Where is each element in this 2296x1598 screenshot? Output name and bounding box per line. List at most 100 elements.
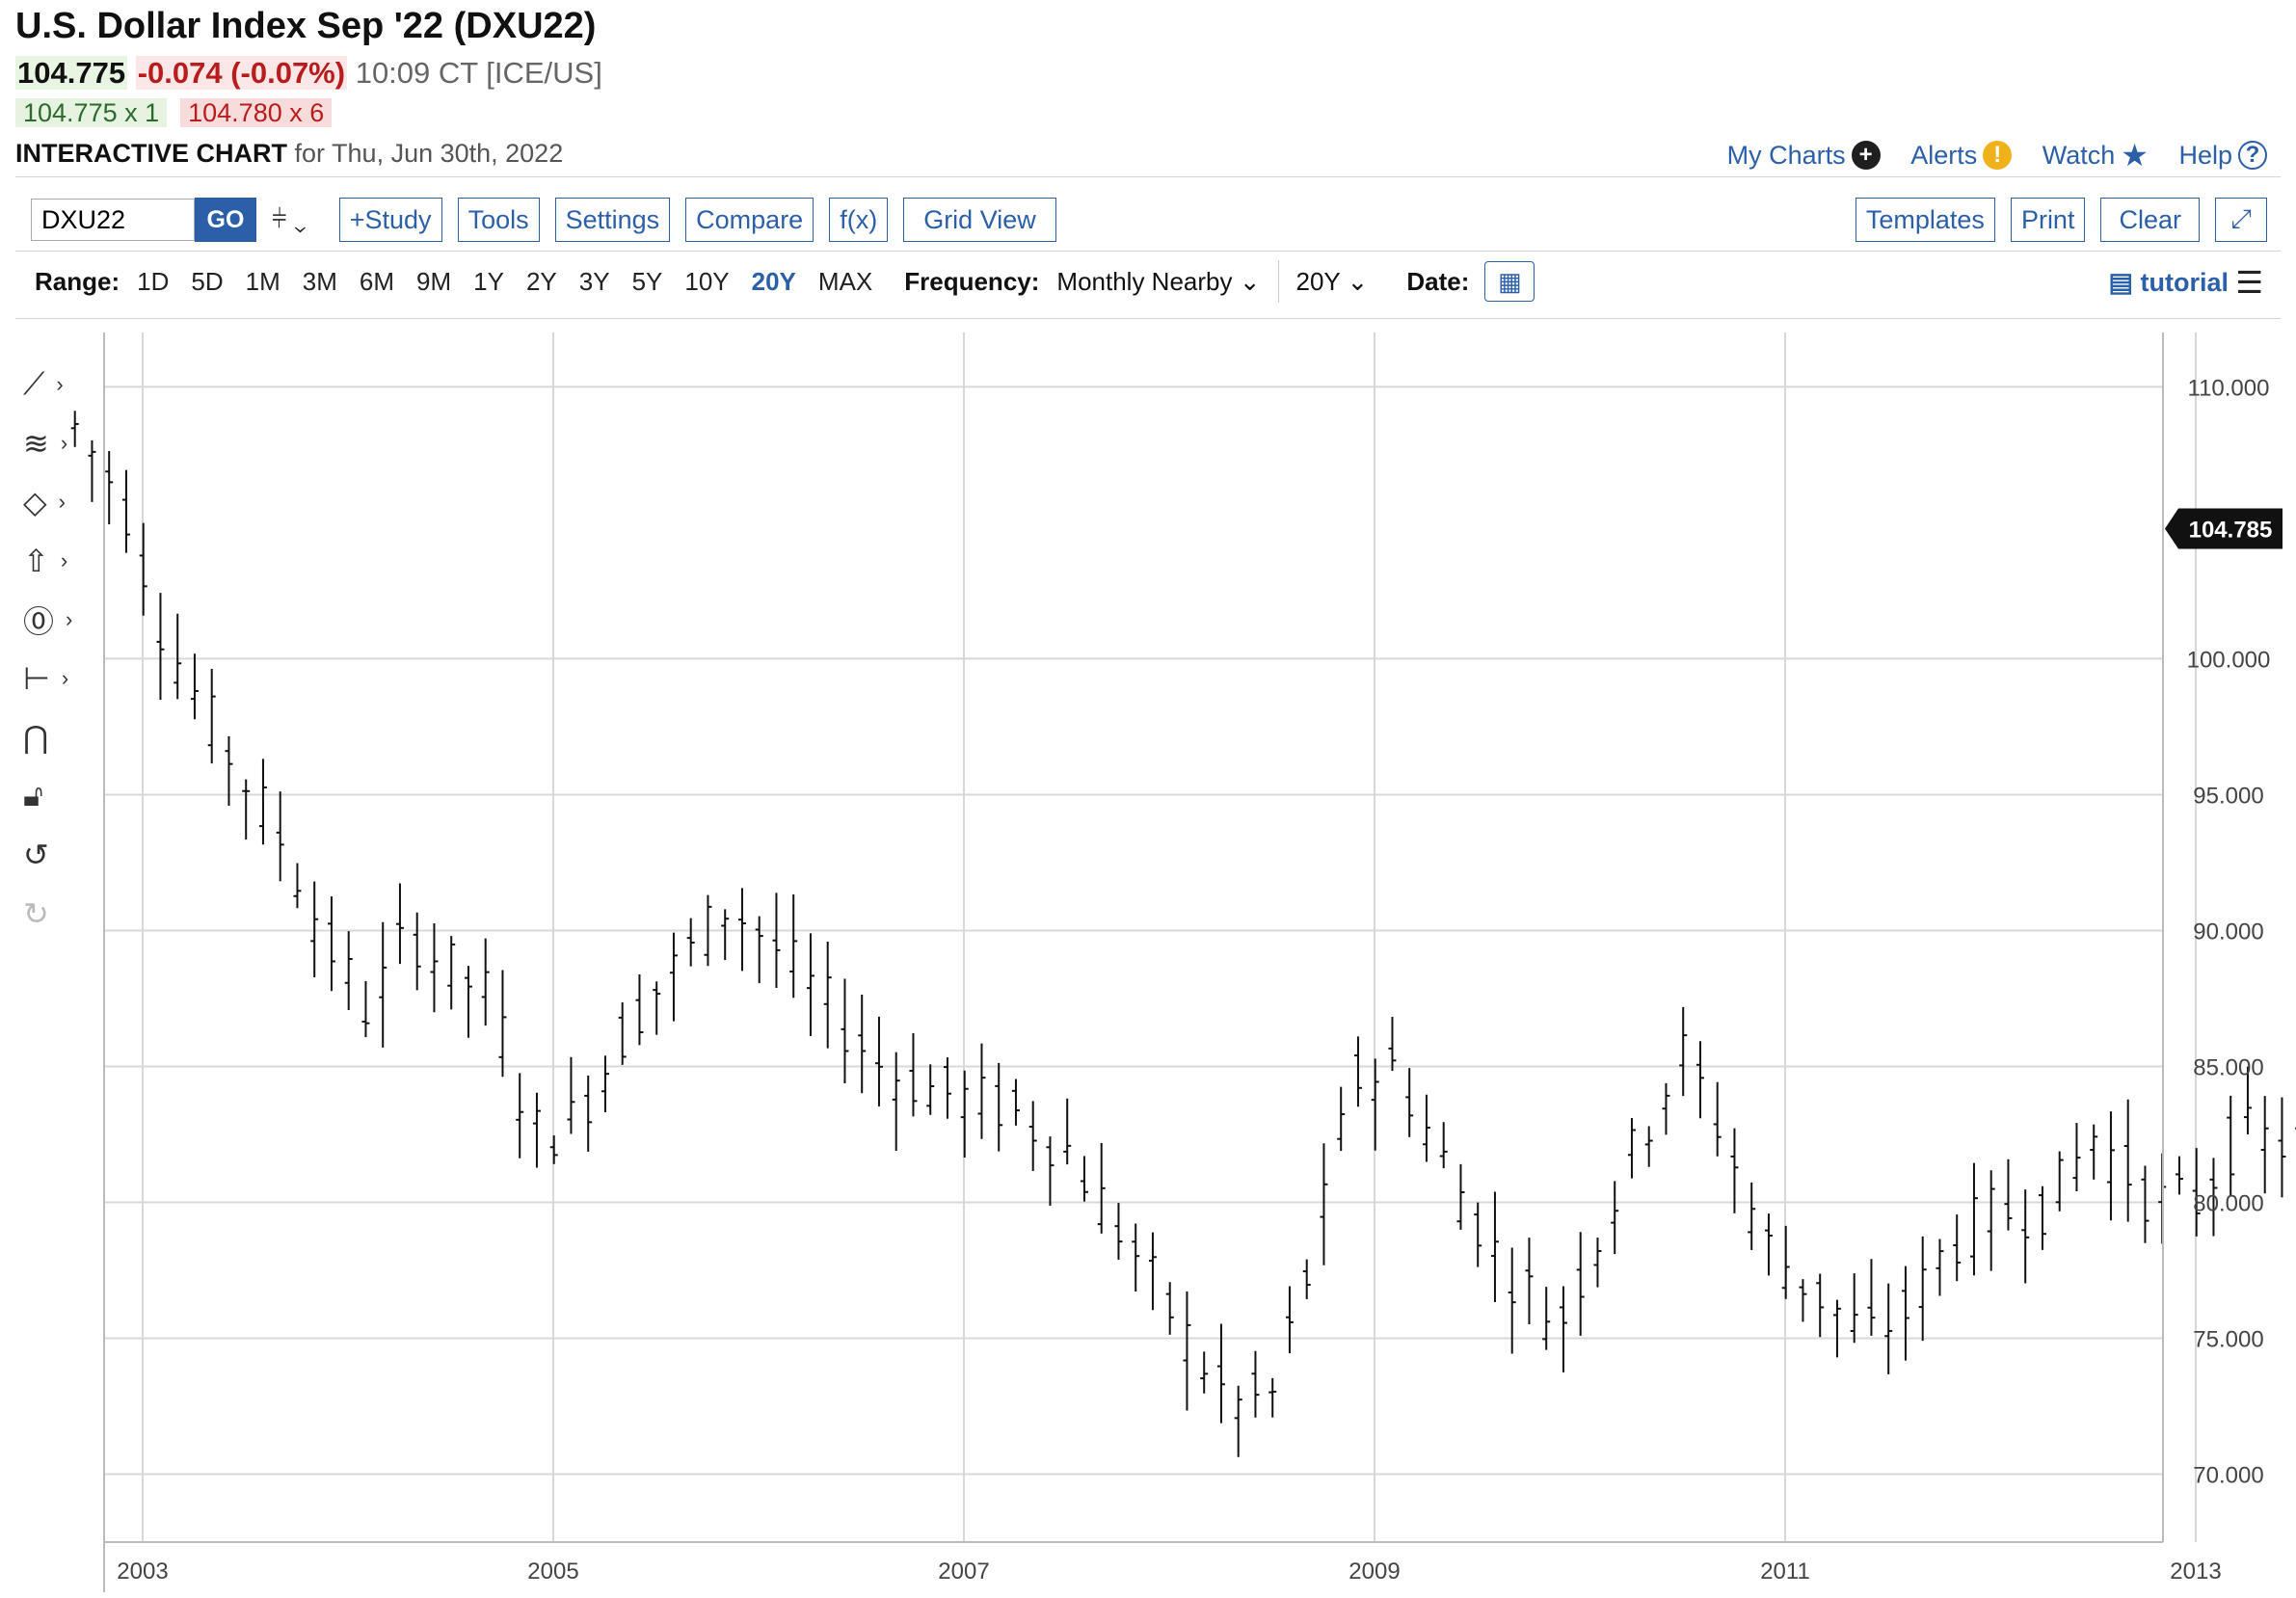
- range-option-5y[interactable]: 5Y: [631, 266, 663, 296]
- range-option-max[interactable]: MAX: [817, 266, 873, 296]
- ohlc-bar: [1183, 1291, 1191, 1411]
- arrow-tool-icon[interactable]: ⇧ ›: [23, 543, 68, 578]
- alerts-link[interactable]: Alerts!: [1910, 141, 2013, 171]
- ohlc-bar: [2278, 1097, 2286, 1198]
- ohlc-bar: [549, 1135, 558, 1164]
- ohlc-bar: [225, 735, 233, 806]
- symbol-input[interactable]: [31, 199, 195, 241]
- ohlc-bar: [2055, 1151, 2064, 1212]
- ohlc-bar: [755, 916, 763, 984]
- ohlc-bar-icon[interactable]: ⫩ ⌄: [272, 204, 307, 233]
- ohlc-bar: [242, 779, 251, 840]
- clear-button[interactable]: Clear: [2100, 198, 2200, 242]
- range-option-20y[interactable]: 20Y: [751, 266, 796, 296]
- bid-ask: 104.775 x 1 104.780 x 6: [15, 98, 333, 128]
- text-tool-icon[interactable]: ⓪ ›: [23, 603, 73, 639]
- ohlc-bar: [1884, 1283, 1893, 1374]
- redo-icon[interactable]: ↻: [23, 895, 49, 931]
- ohlc-bar: [258, 759, 267, 845]
- x-tick-label: 2005: [527, 1558, 578, 1585]
- range-option-5d[interactable]: 5D: [191, 266, 224, 296]
- tools-button[interactable]: Tools: [457, 198, 540, 242]
- ohlc-bar: [344, 931, 353, 1011]
- divider: [1277, 260, 1279, 303]
- help-link[interactable]: Help?: [2178, 141, 2267, 171]
- range-option-9m[interactable]: 9M: [416, 266, 452, 296]
- ohlc-bar: [174, 613, 182, 700]
- frequency-select[interactable]: Monthly Nearby ⌄: [1056, 266, 1261, 296]
- add-study-button[interactable]: +Study: [338, 198, 442, 242]
- date-label: Date:: [1406, 266, 1470, 296]
- ohlc-bar: [293, 863, 302, 909]
- ohlc-bar: [1627, 1118, 1636, 1179]
- range-option-6m[interactable]: 6M: [359, 266, 394, 296]
- drawing-tools: ⟋ › ≋ › ◇ › ⇧ › ⓪ › ⊢ › ⋂ 🔓︎ ↺ ↻: [23, 355, 100, 943]
- ohlc-bar: [704, 894, 712, 967]
- undo-icon[interactable]: ↺: [23, 837, 49, 872]
- ohlc-bar: [1439, 1122, 1448, 1169]
- ohlc-bar: [121, 469, 130, 553]
- ohlc-bar: [1695, 1041, 1704, 1119]
- magnet-icon[interactable]: ⋂: [23, 719, 49, 755]
- range-option-2y[interactable]: 2Y: [525, 266, 557, 296]
- my-charts-link[interactable]: My Charts +: [1727, 141, 1881, 171]
- quote-row: 104.775 -0.074 (-0.07%) 10:09 CT [ICE/US…: [15, 56, 602, 91]
- line-tool-icon[interactable]: ⟋ ›: [23, 365, 64, 401]
- y-tick-label: 70.000: [2193, 1462, 2263, 1488]
- range-option-1m[interactable]: 1M: [245, 266, 280, 296]
- ohlc-bar: [1593, 1238, 1602, 1288]
- ohlc-bar: [430, 923, 439, 1013]
- ohlc-bar: [1816, 1273, 1825, 1338]
- ohlc-bar: [310, 881, 319, 978]
- ohlc-bar: [2175, 1156, 2183, 1195]
- range-option-3m[interactable]: 3M: [302, 266, 337, 296]
- fib-tool-icon[interactable]: ≋ ›: [23, 425, 68, 461]
- range-option-10y[interactable]: 10Y: [684, 266, 730, 296]
- calendar-icon[interactable]: ▦: [1484, 261, 1535, 302]
- ohlc-bar: [1422, 1094, 1430, 1162]
- ohlc-bar: [516, 1073, 524, 1159]
- settings-button[interactable]: Settings: [554, 198, 671, 242]
- ohlc-bar: [1748, 1182, 1756, 1251]
- star-icon: ★: [2121, 138, 2149, 173]
- ohlc-bar: [1969, 1162, 1978, 1276]
- ohlc-bar: [943, 1057, 951, 1119]
- ohlc-bar: [1901, 1265, 1909, 1361]
- ohlc-bar: [1559, 1286, 1567, 1372]
- ohlc-bar: [2038, 1185, 2046, 1250]
- ohlc-bar: [1337, 1086, 1346, 1152]
- chevron-down-icon: ⌄: [1347, 266, 1369, 296]
- ohlc-bar: [584, 1075, 593, 1152]
- compare-button[interactable]: Compare: [685, 198, 814, 242]
- expand-icon[interactable]: ⤢: [2215, 198, 2267, 242]
- print-button[interactable]: Print: [2010, 198, 2086, 242]
- ohlc-bar: [1918, 1236, 1927, 1342]
- grid-view-button[interactable]: Grid View: [903, 198, 1056, 242]
- range-option-1d[interactable]: 1D: [137, 266, 170, 296]
- fx-button[interactable]: f(x): [829, 198, 889, 242]
- lock-icon[interactable]: 🔓︎: [23, 777, 43, 812]
- ohlc-bar: [1302, 1259, 1311, 1299]
- watch-link[interactable]: Watch ★: [2042, 138, 2149, 173]
- tutorial-link[interactable]: ▤ tutorial: [2108, 268, 2229, 297]
- go-button[interactable]: GO: [195, 198, 256, 242]
- shape-tool-icon[interactable]: ◇ ›: [23, 484, 66, 519]
- ohlc-bar: [635, 973, 644, 1046]
- ohlc-bar: [858, 994, 867, 1094]
- chart-grid: [104, 333, 2197, 1542]
- menu-icon[interactable]: ☰: [2235, 265, 2263, 300]
- ohlc-bar: [1097, 1142, 1106, 1234]
- ohlc-bar: [995, 1062, 1003, 1152]
- ohlc-bar: [1405, 1068, 1414, 1137]
- templates-button[interactable]: Templates: [1855, 198, 1995, 242]
- ohlc-bar: [926, 1064, 935, 1115]
- divider: [15, 251, 2281, 252]
- ohlc-bar: [737, 888, 746, 972]
- measure-tool-icon[interactable]: ⊢ ›: [23, 660, 69, 696]
- ohlc-bar: [2260, 1096, 2269, 1194]
- range-option-3y[interactable]: 3Y: [578, 266, 610, 296]
- period-select[interactable]: 20Y ⌄: [1295, 266, 1369, 296]
- range-option-1y[interactable]: 1Y: [473, 266, 504, 296]
- ohlc-bar: [2227, 1095, 2235, 1197]
